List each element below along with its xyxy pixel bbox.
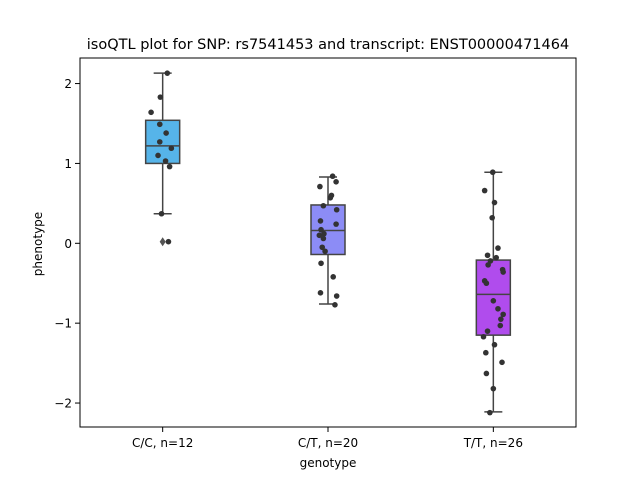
- y-tick-label: 1: [64, 157, 72, 171]
- data-point: [483, 349, 489, 356]
- data-point: [155, 152, 161, 159]
- data-point: [317, 218, 324, 224]
- data-point: [489, 214, 495, 221]
- data-point: [321, 230, 327, 237]
- data-point: [493, 254, 500, 261]
- data-point: [480, 333, 487, 340]
- data-point: [148, 109, 154, 116]
- data-point: [498, 316, 504, 322]
- y-tick-label: 2: [64, 77, 72, 91]
- data-point: [168, 145, 175, 152]
- data-point: [319, 244, 326, 251]
- data-point: [500, 269, 506, 275]
- data-point: [156, 139, 163, 145]
- data-point: [157, 94, 164, 100]
- data-point: [497, 322, 504, 329]
- data-point: [318, 260, 324, 267]
- data-point: [320, 235, 327, 242]
- data-point: [327, 194, 334, 201]
- data-point: [165, 238, 172, 245]
- data-point: [320, 202, 327, 209]
- y-tick-label: −2: [54, 397, 72, 411]
- chart-title: isoQTL plot for SNP: rs7541453 and trans…: [87, 37, 569, 53]
- x-tick-label: C/T, n=20: [298, 436, 358, 450]
- data-point: [316, 232, 323, 239]
- y-tick-label: −1: [54, 317, 72, 331]
- data-point: [333, 178, 339, 185]
- data-point: [490, 385, 497, 392]
- data-point: [490, 298, 497, 304]
- data-point: [163, 130, 169, 136]
- data-point: [483, 280, 490, 287]
- data-point: [495, 305, 501, 312]
- data-point: [333, 293, 340, 299]
- box-group-3: [475, 171, 512, 413]
- data-point: [481, 187, 488, 194]
- data-point: [484, 252, 491, 259]
- data-point: [487, 409, 493, 416]
- data-point: [158, 210, 165, 217]
- axes-frame: [79, 57, 577, 428]
- data-point: [332, 301, 338, 308]
- iqr-box: [310, 204, 346, 256]
- plot-area: 2 1 0 −1 −2 C/C, n=12 C/T, n=20 T/T, n=26: [54, 57, 577, 450]
- x-axis-label: genotype: [300, 456, 357, 470]
- data-point: [317, 290, 324, 296]
- data-point: [156, 121, 163, 128]
- data-point: [333, 221, 339, 227]
- data-point: [495, 245, 501, 251]
- y-tick-label: 0: [64, 237, 72, 251]
- x-tick-label: C/C, n=12: [132, 436, 193, 450]
- data-point: [333, 206, 340, 213]
- data-point: [322, 248, 328, 255]
- data-point: [318, 226, 324, 233]
- outlier-marker: [159, 237, 166, 247]
- data-point: [166, 163, 173, 170]
- box-group-1: [144, 72, 181, 247]
- x-tick-label: T/T, n=26: [463, 436, 523, 450]
- data-point: [491, 341, 498, 348]
- data-point: [500, 311, 506, 318]
- box-group-2: [310, 176, 346, 305]
- y-axis-label: phenotype: [31, 212, 45, 276]
- data-point: [491, 199, 498, 206]
- data-point: [317, 183, 323, 190]
- data-point: [487, 258, 494, 264]
- data-point: [162, 158, 169, 164]
- data-point: [330, 274, 337, 280]
- data-point: [489, 169, 496, 176]
- data-point: [484, 328, 491, 334]
- iqr-box: [144, 119, 181, 165]
- data-point: [164, 70, 171, 76]
- data-point: [483, 370, 490, 377]
- data-point: [329, 173, 336, 180]
- data-point: [499, 359, 505, 366]
